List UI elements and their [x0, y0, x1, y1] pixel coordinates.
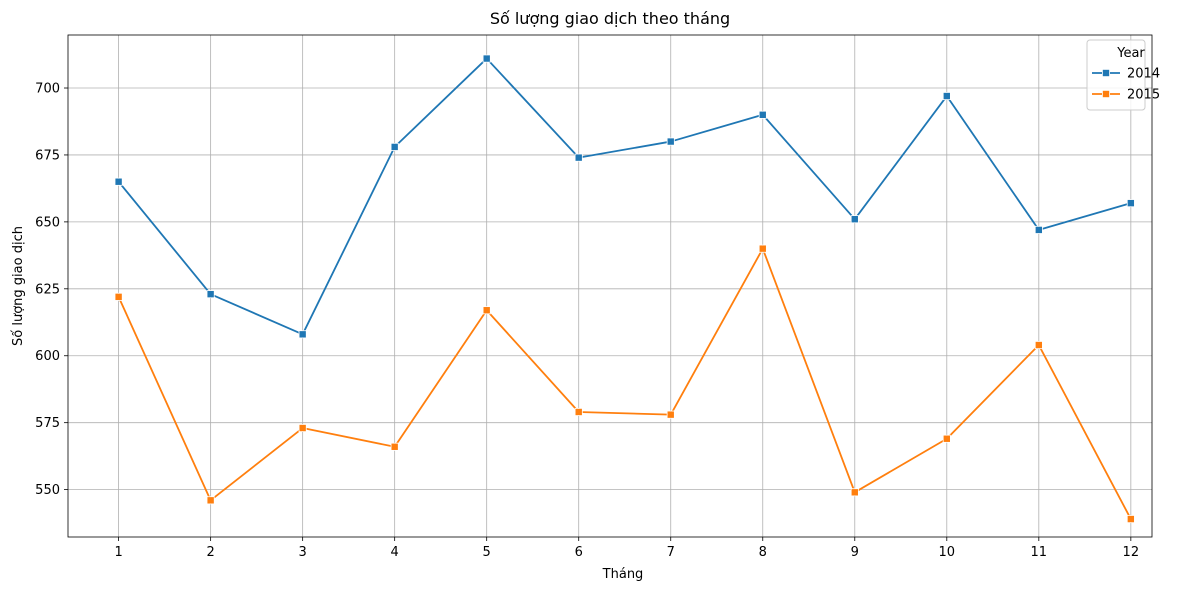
data-point	[390, 142, 399, 151]
legend-label: 2015	[1127, 88, 1160, 103]
series-layer	[114, 54, 1135, 524]
legend-marker	[1102, 69, 1111, 78]
data-point	[482, 54, 491, 63]
series-2015	[114, 244, 1135, 524]
legend-marker	[1102, 90, 1111, 99]
legend-entries: 2014 2015	[1092, 67, 1160, 103]
data-point	[390, 442, 399, 451]
data-point	[1034, 341, 1043, 350]
data-point	[942, 92, 951, 101]
data-point	[482, 306, 491, 315]
series-line	[117, 57, 1132, 336]
x-tick-label: 6	[575, 545, 583, 560]
chart-title: Số lượng giao dịch theo tháng	[490, 9, 730, 28]
data-point	[666, 137, 675, 146]
data-point	[850, 215, 859, 224]
data-point	[298, 424, 307, 433]
x-axis-ticks: 1 2 3 4 5 6 7 8 9 10 11 12	[114, 537, 1139, 560]
series-line	[117, 247, 1132, 520]
y-tick-label: 700	[35, 82, 60, 97]
data-point	[1034, 225, 1043, 234]
x-tick-label: 11	[1031, 545, 1048, 560]
data-point	[1126, 199, 1135, 208]
y-tick-label: 600	[35, 349, 60, 364]
x-tick-label: 8	[759, 545, 767, 560]
y-tick-label: 675	[35, 148, 60, 163]
x-tick-label: 5	[483, 545, 491, 560]
x-axis-label: Tháng	[602, 567, 644, 582]
x-tick-label: 3	[299, 545, 307, 560]
data-point	[1126, 515, 1135, 524]
data-point	[942, 434, 951, 443]
x-tick-label: 1	[114, 545, 122, 560]
data-point	[206, 290, 215, 299]
series-2014	[114, 54, 1135, 339]
legend-title: Year	[1116, 46, 1145, 61]
data-point	[666, 410, 675, 419]
data-point	[114, 292, 123, 301]
legend-label: 2014	[1127, 67, 1160, 82]
data-point	[850, 488, 859, 497]
legend-box	[1086, 39, 1146, 111]
grid	[68, 35, 1152, 537]
data-point	[114, 177, 123, 186]
x-tick-label: 2	[206, 545, 214, 560]
x-tick-label: 7	[667, 545, 675, 560]
y-tick-label: 575	[35, 416, 60, 431]
data-point	[758, 110, 767, 119]
plot-frame	[67, 34, 1153, 538]
y-tick-label: 650	[35, 215, 60, 230]
data-point	[574, 407, 583, 416]
y-axis-ticks: 550 575 600 625 650 675 700	[35, 82, 68, 498]
y-tick-label: 625	[35, 282, 60, 297]
y-tick-label: 550	[35, 483, 60, 498]
legend-entry: 2014	[1092, 67, 1160, 82]
legend-entry: 2015	[1092, 88, 1160, 103]
y-axis-label: Số lượng giao dịch	[11, 226, 26, 346]
x-tick-label: 9	[851, 545, 859, 560]
x-tick-label: 12	[1123, 545, 1140, 560]
data-point	[206, 496, 215, 505]
data-point	[758, 244, 767, 253]
x-tick-label: 4	[391, 545, 399, 560]
x-tick-label: 10	[939, 545, 956, 560]
legend: Year 2014 2015	[1086, 39, 1160, 111]
data-point	[574, 153, 583, 162]
data-point	[298, 330, 307, 339]
